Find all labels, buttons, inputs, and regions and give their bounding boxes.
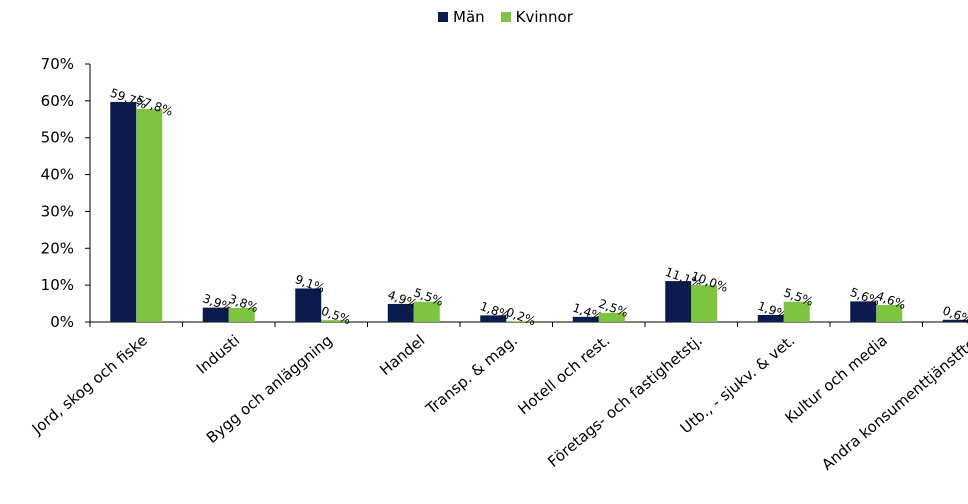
bar-kvinnor: [321, 320, 348, 322]
category-label: Företags- och fastighetstj.: [544, 331, 706, 471]
bar-man: [665, 281, 692, 322]
bar-man: [850, 301, 877, 322]
value-label-kvinnor: 0,5%: [319, 304, 352, 328]
bar-kvinnor: [136, 108, 163, 322]
bar-kvinnor: [691, 285, 718, 322]
category-label: Transp. & mag.: [422, 331, 521, 418]
bar-kvinnor: [876, 305, 903, 322]
bar-kvinnor: [506, 321, 533, 322]
y-tick-label: 0%: [50, 313, 74, 331]
bar-man: [572, 316, 599, 322]
bar-man: [757, 314, 784, 322]
bar-man: [295, 288, 322, 322]
y-tick-label: 10%: [41, 276, 74, 294]
y-tick-label: 20%: [41, 239, 74, 257]
y-tick-label: 70%: [41, 55, 74, 73]
chart-legend: Män Kvinnor: [438, 8, 589, 26]
bar-kvinnor: [413, 301, 440, 322]
y-tick-label: 40%: [41, 166, 74, 184]
bar-man: [110, 101, 137, 322]
legend-item-man: Män: [438, 8, 485, 26]
bar-man: [387, 303, 414, 322]
y-tick-label: 50%: [41, 129, 74, 147]
y-tick-label: 30%: [41, 202, 74, 220]
category-label: Industi: [193, 331, 244, 377]
y-tick-label: 60%: [41, 92, 74, 110]
bar-kvinnor: [228, 307, 255, 322]
bar-kvinnor: [598, 312, 625, 322]
bar-man: [942, 319, 968, 322]
legend-label-man: Män: [453, 8, 485, 26]
category-label: Jord, skog och fiske: [28, 331, 151, 438]
bar-man: [202, 307, 229, 322]
legend-item-kvinnor: Kvinnor: [500, 8, 573, 26]
value-label-man: 0,6%: [941, 303, 968, 327]
legend-swatch-man: [438, 12, 448, 22]
legend-label-kvinnor: Kvinnor: [515, 8, 573, 26]
category-label: Hotell och rest.: [514, 331, 613, 418]
category-label: Andra konsumenttjänstftg.: [818, 331, 968, 474]
category-label: Handel: [376, 331, 428, 379]
bar-man: [480, 315, 507, 322]
bar-kvinnor: [783, 301, 810, 322]
value-label-kvinnor: 0,2%: [504, 305, 537, 329]
legend-swatch-kvinnor: [500, 12, 511, 22]
